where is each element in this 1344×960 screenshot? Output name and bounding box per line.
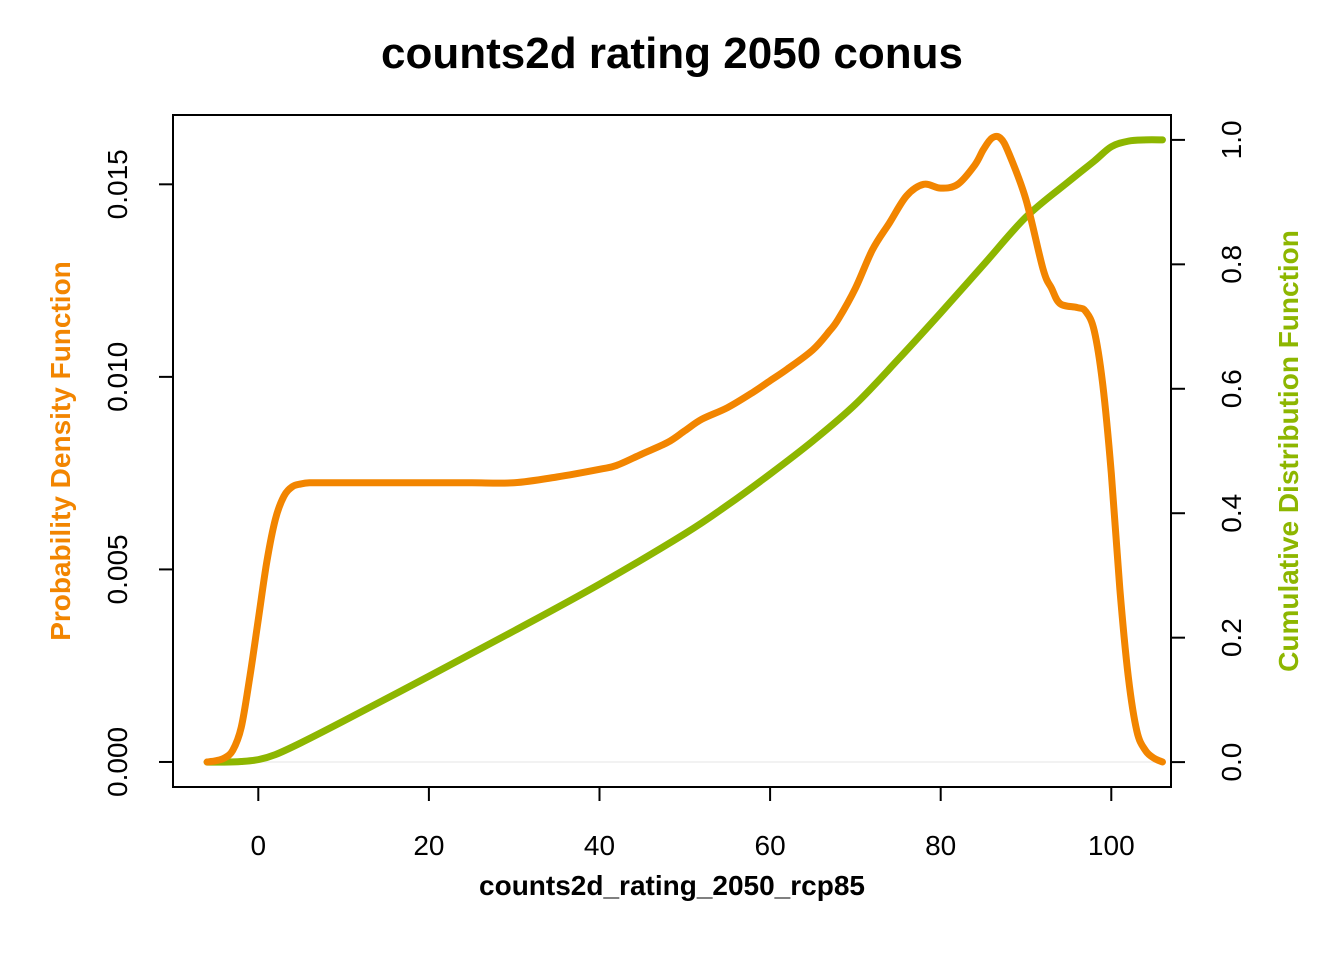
y-left-tick-label: 0.000	[102, 727, 133, 797]
y-left-tick-label: 0.005	[102, 534, 133, 604]
x-tick-label: 40	[584, 830, 615, 861]
plot-frame	[173, 115, 1171, 787]
y-right-tick-label: 0.0	[1216, 743, 1247, 782]
y-left-tick-label: 0.015	[102, 149, 133, 219]
x-tick-label: 80	[925, 830, 956, 861]
y-left-tick-label: 0.010	[102, 342, 133, 412]
y-right-tick-label: 1.0	[1216, 120, 1247, 159]
x-axis-label: counts2d_rating_2050_rcp85	[479, 870, 865, 901]
chart-title: counts2d rating 2050 conus	[381, 29, 963, 78]
y-axis-label-right: Cumulative Distribution Function	[1273, 230, 1304, 672]
y-right-tick-label: 0.8	[1216, 245, 1247, 284]
y-right-tick-label: 0.4	[1216, 494, 1247, 533]
x-tick-label: 0	[251, 830, 267, 861]
x-axis: 0 20 40 60 80 100	[251, 787, 1135, 861]
cdf-series-line	[207, 140, 1162, 762]
y-axis-right: 0.0 0.2 0.4 0.6 0.8 1.0	[1171, 120, 1247, 781]
y-right-tick-label: 0.6	[1216, 369, 1247, 408]
x-tick-label: 20	[413, 830, 444, 861]
series-layer	[207, 136, 1162, 762]
y-axis-left: 0.000 0.005 0.010 0.015	[102, 149, 173, 797]
pdf-series-line	[207, 136, 1162, 762]
y-axis-label-left: Probability Density Function	[45, 261, 76, 641]
x-tick-label: 60	[755, 830, 786, 861]
x-tick-label: 100	[1088, 830, 1135, 861]
y-right-tick-label: 0.2	[1216, 618, 1247, 657]
